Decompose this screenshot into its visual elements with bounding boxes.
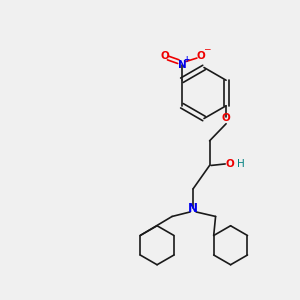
Text: O: O <box>222 113 230 123</box>
Text: N: N <box>188 202 198 215</box>
Text: −: − <box>203 44 211 53</box>
Text: O: O <box>225 159 234 169</box>
Text: N: N <box>178 60 186 70</box>
Text: O: O <box>160 51 169 61</box>
Text: O: O <box>196 51 205 61</box>
Text: +: + <box>183 55 190 64</box>
Text: H: H <box>237 159 245 169</box>
